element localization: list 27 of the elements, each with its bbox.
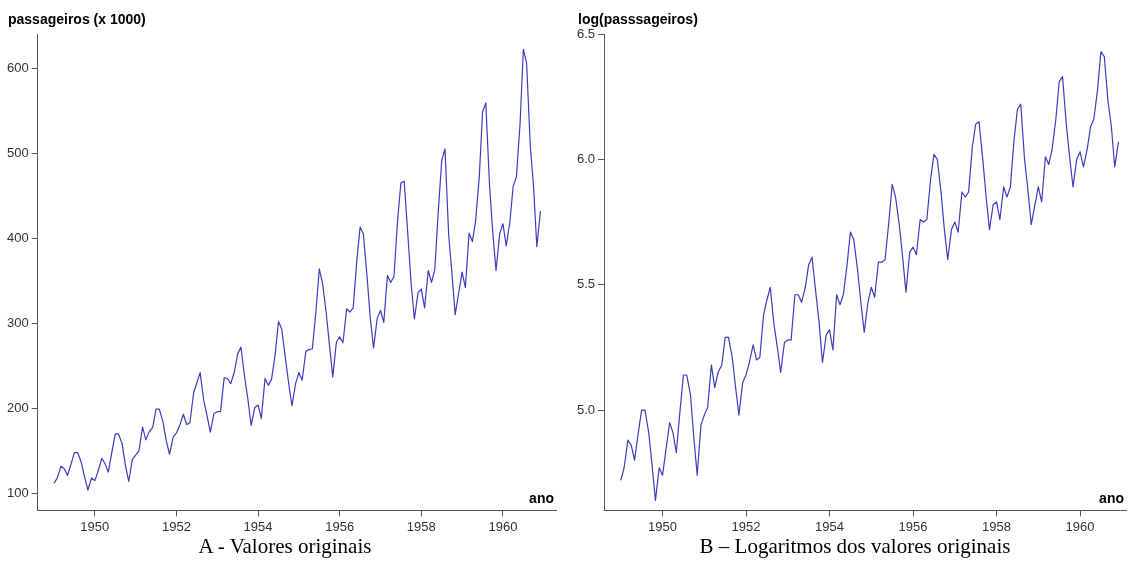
y-tick-label: 500 — [6, 144, 29, 160]
y-tick-label: 6.0 — [576, 150, 596, 166]
x-tick-label: 1954 — [243, 518, 273, 534]
text: A - Valores originais — [197, 534, 373, 559]
text: B – Logaritmos dos valores originais — [698, 534, 1012, 559]
x-tick-label: 1956 — [898, 518, 928, 534]
x-axis-title: ano — [529, 490, 554, 507]
x-tick-label: 1952 — [161, 518, 191, 534]
y-axis-title: log(passsageiros) — [578, 11, 698, 27]
y-tick-label: 400 — [6, 229, 29, 245]
y-tick-label: 300 — [6, 314, 29, 330]
x-tick-label: 1950 — [648, 518, 677, 534]
x-tick-label: 1954 — [815, 518, 845, 534]
x-tick-label: 1958 — [982, 518, 1012, 534]
y-tick-label: 200 — [6, 399, 29, 415]
y-axis-title: passageiros (x 1000) — [8, 11, 146, 27]
y-tick-label: 5.5 — [576, 276, 596, 292]
x-tick-label: 1950 — [80, 518, 110, 534]
x-tick-label: 1952 — [731, 518, 761, 534]
y-tick-label: 5.0 — [576, 401, 596, 417]
x-tick-label: 1956 — [325, 518, 355, 534]
y-tick-label: 600 — [6, 59, 29, 75]
x-tick-label: 1960 — [1065, 518, 1095, 534]
x-tick-label: 1958 — [406, 518, 436, 534]
x-tick-label: 1960 — [488, 518, 518, 534]
y-tick-label: 100 — [6, 484, 29, 500]
x-axis-title: ano — [1099, 490, 1124, 507]
